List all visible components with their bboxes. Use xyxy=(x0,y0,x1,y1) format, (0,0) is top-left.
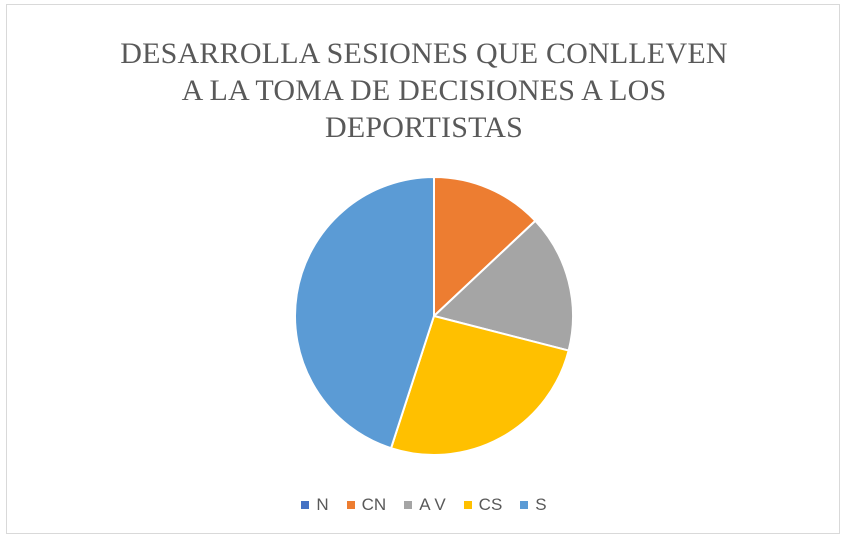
legend-swatch-av xyxy=(404,501,412,509)
legend-item-s: S xyxy=(520,495,546,515)
legend-swatch-cs xyxy=(464,501,472,509)
legend-item-cs: CS xyxy=(464,495,503,515)
legend-item-cn: CN xyxy=(347,495,387,515)
legend-item-av: A V xyxy=(404,495,445,515)
legend-label-n: N xyxy=(316,495,328,515)
legend-swatch-cn xyxy=(347,501,355,509)
chart-frame: DESARROLLA SESIONES QUE CONLLEVEN A LA T… xyxy=(6,4,840,534)
legend-label-s: S xyxy=(535,495,546,515)
pie-chart xyxy=(7,5,841,535)
legend-label-av: A V xyxy=(419,495,445,515)
chart-legend: N CN A V CS S xyxy=(7,495,841,515)
legend-label-cn: CN xyxy=(362,495,387,515)
legend-swatch-n xyxy=(301,501,309,509)
legend-swatch-s xyxy=(520,501,528,509)
legend-item-n: N xyxy=(301,495,328,515)
legend-label-cs: CS xyxy=(479,495,503,515)
